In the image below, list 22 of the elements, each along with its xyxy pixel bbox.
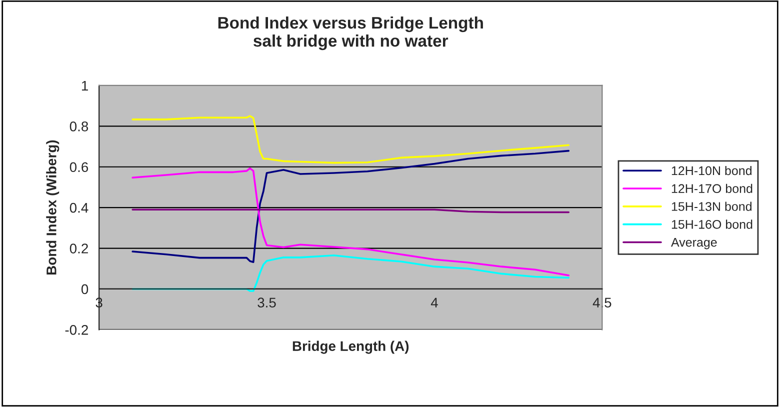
line-series	[132, 115, 570, 164]
x-tick-label: 4	[430, 298, 438, 308]
legend-label: 12H-10N bond	[672, 166, 752, 176]
y-tick-label: 0.4	[70, 202, 88, 213]
x-tick-label: 3.5	[258, 298, 276, 308]
x-tick-label: 4.5	[592, 298, 612, 308]
y-tick-label: 0	[81, 284, 88, 294]
y-tick-label: 0.8	[70, 122, 88, 132]
line-series	[132, 254, 570, 292]
y-tick-label: 0.2	[70, 244, 88, 254]
x-axis-title: Bridge Length (A)	[292, 340, 409, 354]
legend-label: 15H-16O bond	[672, 220, 752, 229]
y-tick-label: -0.2	[65, 325, 88, 335]
y-tick-label: 1	[82, 80, 88, 91]
line-series	[132, 167, 570, 276]
line-series	[132, 150, 570, 264]
legend-label: Average	[670, 238, 717, 250]
chart-title: Bond Index versus Bridge Length salt bridge with no water	[218, 16, 483, 50]
y-axis-title: Bond Index (Wiberg)	[46, 140, 60, 274]
legend-label: 12H-17O bond	[672, 184, 752, 194]
legend-label: 15H-13N bond	[672, 202, 752, 211]
y-tick-label: 0.6	[70, 162, 88, 172]
